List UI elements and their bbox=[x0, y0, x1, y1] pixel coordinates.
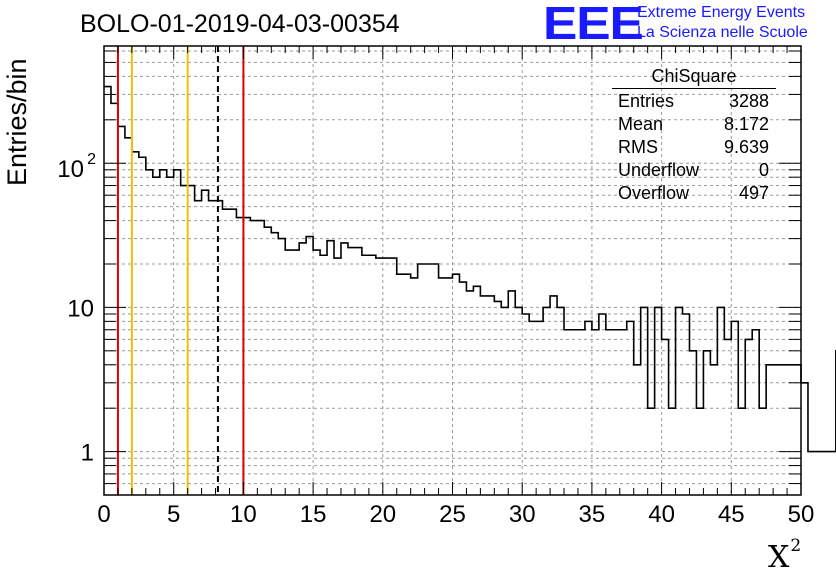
stats-value: 9.639 bbox=[723, 137, 769, 157]
y-axis-label: Entries/bin bbox=[2, 58, 32, 186]
reference-lines bbox=[116, 46, 245, 495]
stats-value: 497 bbox=[738, 183, 769, 203]
x-tick-label: 0 bbox=[97, 501, 110, 528]
x-tick-label: 15 bbox=[300, 501, 327, 528]
grid-lines bbox=[104, 46, 801, 496]
y-tick-label: 1 bbox=[81, 440, 94, 467]
x-axis-label-text: X bbox=[768, 540, 790, 575]
stats-value: 0 bbox=[758, 160, 769, 180]
x-tick-label: 40 bbox=[648, 501, 675, 528]
stats-value: 3288 bbox=[728, 91, 769, 111]
stats-label: Entries bbox=[618, 91, 675, 111]
x-tick-label: 10 bbox=[230, 501, 257, 528]
x-axis-label-superscript: 2 bbox=[790, 536, 802, 556]
x-tick-label: 45 bbox=[718, 501, 745, 528]
y-tick-label: 10 bbox=[57, 156, 84, 183]
stats-row: Underflow 0 bbox=[610, 159, 776, 182]
x-axis-label: X2 bbox=[768, 536, 801, 575]
eee-logo-mark: EEE bbox=[543, 0, 644, 49]
chart-title: BOLO-01-2019-04-03-00354 bbox=[80, 10, 400, 38]
stats-row: Mean 8.172 bbox=[610, 113, 776, 136]
stats-title: ChiSquare bbox=[612, 66, 776, 89]
stats-box: ChiSquare Entries 3288 Mean 8.172 RMS 9.639… bbox=[610, 66, 776, 205]
x-tick-label: 20 bbox=[369, 501, 396, 528]
y-tick-label: 10 bbox=[67, 295, 94, 322]
stats-label: Underflow bbox=[618, 160, 700, 180]
histogram bbox=[104, 85, 836, 453]
x-tick-label: 50 bbox=[788, 501, 815, 528]
eee-logo-line1: Extreme Energy Events bbox=[637, 4, 806, 21]
x-tick-label: 25 bbox=[439, 501, 466, 528]
x-tick-label: 35 bbox=[579, 501, 606, 528]
stats-label: Overflow bbox=[618, 183, 690, 203]
histogram-line bbox=[104, 85, 836, 453]
stats-row: Entries 3288 bbox=[610, 90, 776, 113]
eee-logo-line2: La Scienza nelle Scuole bbox=[637, 24, 808, 41]
stats-value: 8.172 bbox=[723, 114, 769, 134]
x-tick-label: 5 bbox=[167, 501, 180, 528]
stats-label: RMS bbox=[618, 137, 658, 157]
y-tick-label-exponent: 2 bbox=[87, 151, 96, 168]
axis-ticks bbox=[103, 46, 802, 496]
stats-row: RMS 9.639 bbox=[610, 136, 776, 159]
stats-label: Mean bbox=[618, 114, 664, 134]
x-tick-label: 30 bbox=[509, 501, 536, 528]
stats-row: Overflow 497 bbox=[610, 182, 776, 205]
